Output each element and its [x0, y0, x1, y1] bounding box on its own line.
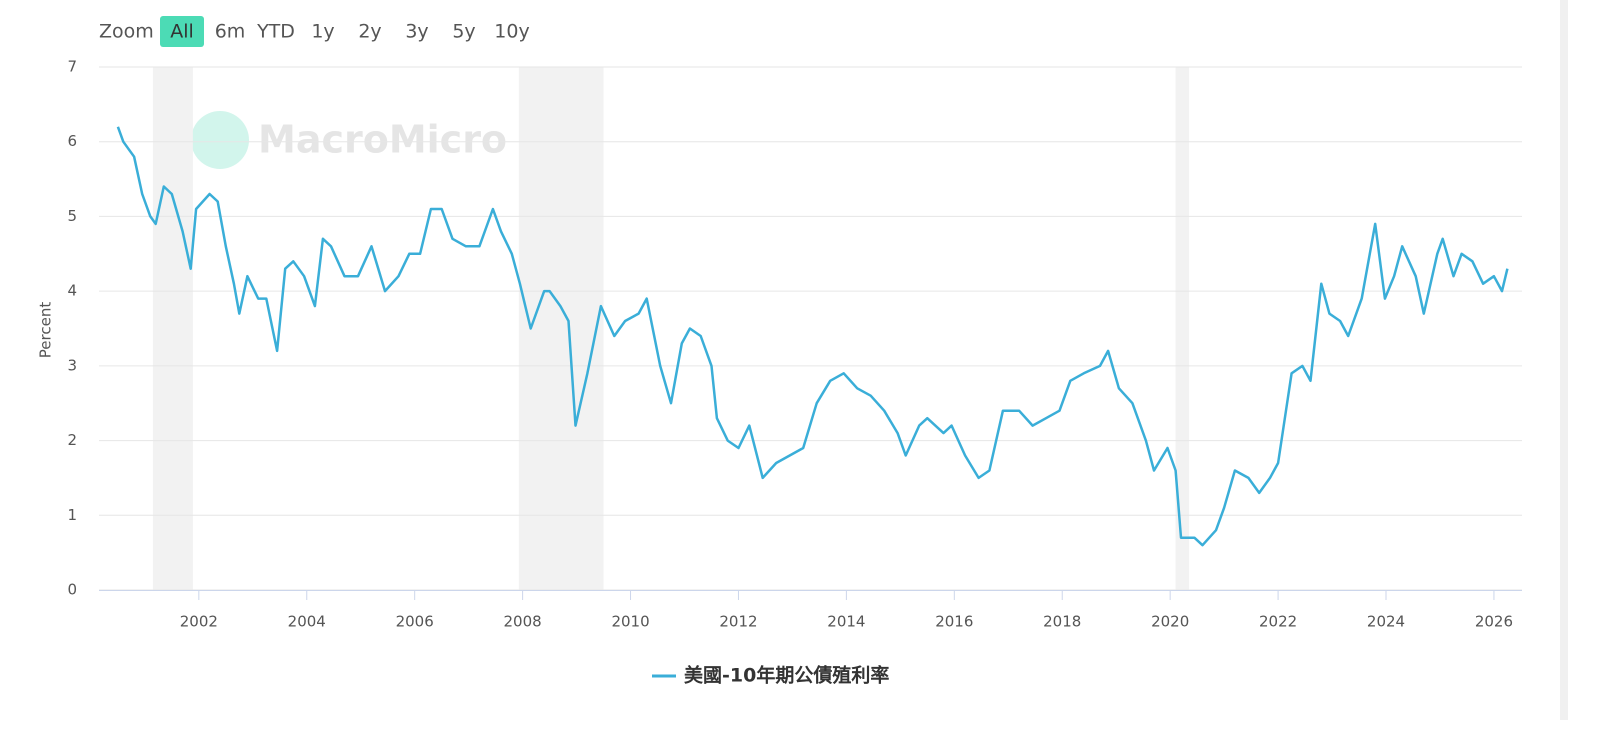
watermark: MacroMicro	[191, 111, 507, 169]
y-tick-label: 1	[67, 506, 77, 524]
x-tick-label: 2010	[611, 613, 649, 631]
y-tick-label: 4	[67, 282, 77, 300]
scrollbar	[1560, 0, 1568, 720]
y-tick-label: 6	[67, 132, 77, 150]
recession-band	[1175, 67, 1190, 590]
zoom-label: Zoom	[99, 21, 154, 43]
x-tick-label: 2022	[1259, 613, 1297, 631]
range-button[interactable]: 6m	[215, 21, 246, 43]
range-button[interactable]: 3y	[405, 21, 428, 43]
range-button[interactable]: YTD	[256, 21, 295, 43]
range-button[interactable]: 10y	[494, 21, 529, 43]
range-button[interactable]: 1y	[311, 21, 334, 43]
y-axis-title: Percent	[37, 302, 55, 359]
range-button[interactable]: 5y	[452, 21, 475, 43]
data-line	[116, 126, 1509, 547]
watermark-text: MacroMicro	[258, 118, 507, 162]
y-tick-label: 2	[67, 431, 77, 449]
x-tick-label: 2008	[504, 613, 542, 631]
x-tick-label: 2012	[719, 613, 757, 631]
x-tick-label: 2026	[1475, 613, 1513, 631]
x-tick-label: 2024	[1367, 613, 1405, 631]
y-tick-label: 5	[67, 207, 77, 225]
legend-label[interactable]: 美國-10年期公債殖利率	[684, 664, 889, 687]
range-button[interactable]: 2y	[358, 21, 381, 43]
x-tick-label: 2014	[827, 613, 865, 631]
y-tick-label: 0	[67, 581, 77, 599]
x-tick-label: 2020	[1151, 613, 1189, 631]
recession-band	[518, 67, 604, 590]
recession-band	[152, 67, 193, 590]
y-tick-label: 3	[67, 356, 77, 374]
x-tick-label: 2006	[396, 613, 434, 631]
x-tick-label: 2002	[180, 613, 218, 631]
x-tick-label: 2016	[935, 613, 973, 631]
range-button[interactable]: All	[170, 21, 194, 43]
x-tick-label: 2018	[1043, 613, 1081, 631]
y-tick-label: 7	[67, 58, 77, 76]
range-button-bg[interactable]	[160, 16, 204, 47]
x-tick-label: 2004	[288, 613, 326, 631]
